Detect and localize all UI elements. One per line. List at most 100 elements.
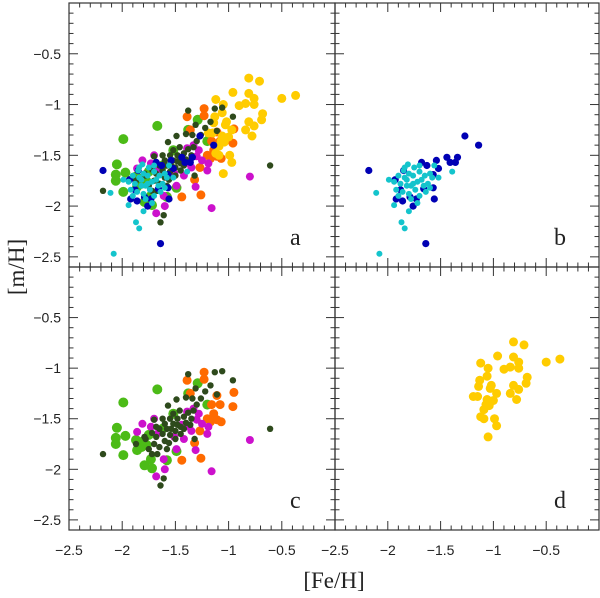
point-cyan — [408, 196, 414, 202]
point-magenta — [194, 146, 203, 155]
point-cyan — [416, 168, 423, 175]
point-darkgreen — [266, 162, 274, 169]
point-darkgreen — [191, 435, 198, 443]
point-blue — [156, 240, 165, 248]
point-yellow — [514, 363, 524, 373]
point-blue — [165, 195, 173, 203]
point-magenta — [152, 209, 161, 218]
y-tick-label: −1.5 — [33, 411, 61, 427]
point-darkgreen — [170, 147, 177, 154]
point-green — [120, 167, 131, 178]
point-yellow — [512, 395, 522, 404]
point-magenta — [159, 455, 168, 464]
point-darkgreen — [202, 388, 209, 395]
point-cyan — [149, 200, 155, 206]
point-cyan — [401, 174, 408, 181]
point-darkgreen — [164, 138, 172, 146]
point-yellow — [220, 120, 230, 130]
point-yellow — [483, 432, 493, 442]
x-tick-label: −2 — [380, 542, 396, 558]
point-darkgreen — [145, 445, 152, 453]
point-magenta — [152, 472, 161, 481]
point-darkgreen — [148, 450, 156, 458]
point-blue — [158, 161, 166, 170]
panel-b — [365, 132, 483, 257]
y-tick-label: −1.5 — [33, 147, 61, 163]
point-darkgreen — [174, 415, 181, 422]
point-darkgreen — [159, 430, 166, 438]
point-darkgreen — [229, 113, 237, 120]
point-darkgreen — [176, 407, 183, 414]
point-yellow — [483, 363, 493, 373]
point-orange — [182, 375, 192, 385]
point-cyan — [144, 180, 151, 187]
point-blue — [99, 166, 107, 175]
point-yellow — [214, 150, 224, 160]
point-cyan — [405, 208, 412, 215]
point-blue — [423, 161, 431, 170]
x-tick-label: −1.5 — [162, 542, 190, 558]
point-orange — [177, 455, 187, 465]
point-cyan — [142, 196, 149, 202]
point-magenta — [198, 419, 206, 428]
point-cyan — [133, 219, 139, 226]
point-cyan — [393, 186, 400, 193]
point-darkgreen — [182, 130, 190, 138]
point-darkgreen — [153, 423, 160, 430]
point-darkgreen — [207, 118, 214, 126]
y-tick-label: −0.5 — [33, 310, 61, 326]
point-cyan — [410, 180, 417, 187]
y-axis-title: [m/H] — [4, 239, 29, 295]
point-darkgreen — [185, 146, 192, 153]
point-darkgreen — [177, 430, 184, 438]
point-cyan — [422, 188, 429, 195]
point-cyan — [110, 250, 117, 257]
point-cyan — [127, 186, 134, 193]
point-magenta — [172, 181, 181, 190]
point-orange — [195, 426, 205, 436]
point-yellow — [479, 414, 489, 424]
point-yellow — [509, 337, 518, 347]
point-darkgreen — [182, 394, 190, 401]
point-cyan — [391, 178, 398, 185]
point-magenta — [146, 422, 155, 431]
point-cyan — [399, 188, 406, 195]
point-magenta — [245, 436, 254, 444]
point-yellow — [211, 95, 221, 104]
point-darkgreen — [161, 420, 168, 427]
point-darkgreen — [213, 391, 221, 398]
point-magenta — [203, 166, 212, 175]
y-tick-label: −2.5 — [33, 512, 61, 528]
point-darkgreen — [185, 107, 192, 114]
point-green — [110, 439, 121, 449]
point-cyan — [138, 182, 145, 189]
point-cyan — [161, 184, 168, 191]
point-cyan — [129, 172, 136, 179]
point-blue — [167, 156, 175, 164]
point-cyan — [416, 162, 423, 169]
point-magenta — [133, 427, 142, 436]
point-cyan — [376, 250, 383, 257]
point-yellow — [249, 100, 259, 109]
point-darkgreen — [157, 482, 164, 489]
x-tick-label: −1.5 — [427, 542, 455, 558]
point-magenta — [203, 429, 212, 438]
point-darkgreen — [174, 421, 181, 428]
point-darkgreen — [180, 425, 188, 432]
point-green — [139, 460, 150, 471]
point-cyan — [153, 176, 160, 183]
x-tick-label: −2 — [114, 542, 130, 558]
point-blue — [432, 156, 440, 164]
point-darkgreen — [190, 407, 197, 414]
point-yellow — [555, 354, 565, 364]
point-blue — [133, 197, 141, 205]
point-darkgreen — [167, 425, 175, 432]
y-tick-label: −2 — [45, 198, 61, 214]
point-cyan — [170, 174, 177, 181]
point-darkgreen — [150, 416, 158, 423]
point-blue — [475, 141, 483, 149]
point-yellow — [277, 93, 287, 103]
point-cyan — [449, 168, 456, 175]
point-yellow — [490, 414, 499, 424]
